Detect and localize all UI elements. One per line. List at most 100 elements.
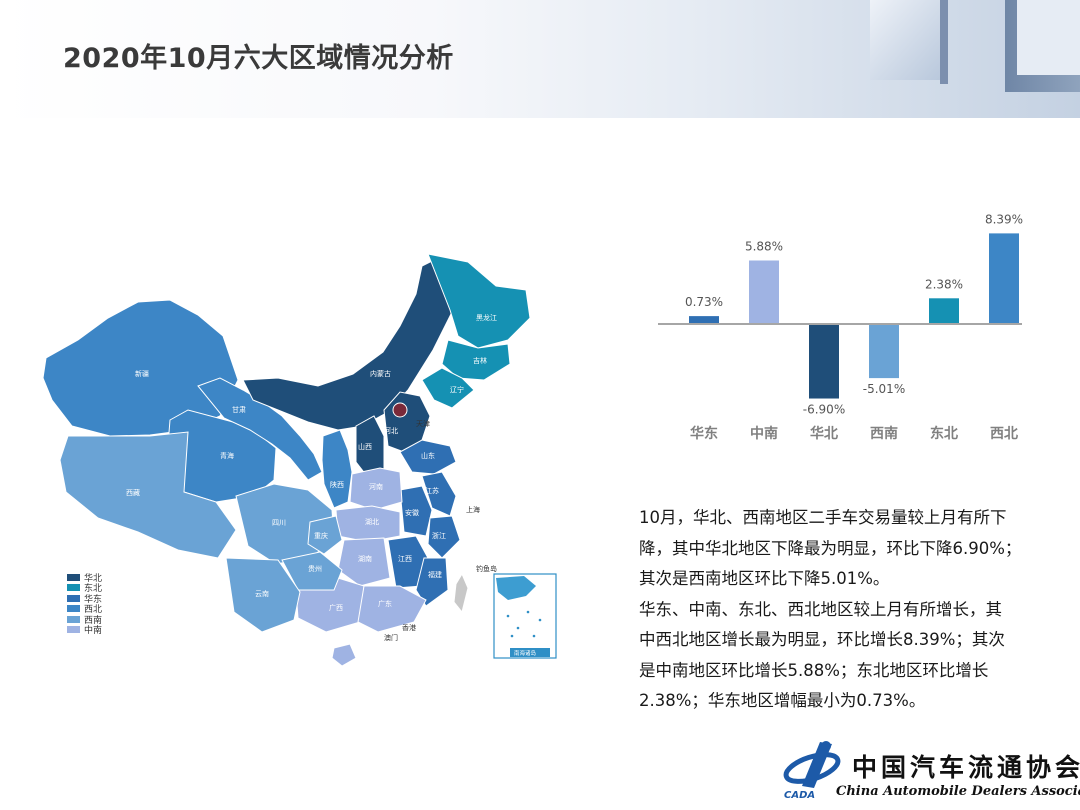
analysis-line: 2.38%；华东地区增幅最小为0.73%。 — [639, 691, 926, 710]
label-yunnan: 云南 — [255, 589, 269, 598]
region-heilongjiang — [427, 253, 531, 349]
category-label: 东北 — [930, 425, 958, 442]
label-gansu: 甘肃 — [232, 405, 246, 414]
category-label: 华东 — [690, 425, 718, 442]
region-jilin — [441, 339, 511, 381]
data-label: -6.90% — [803, 403, 845, 417]
header-banner: 2020年10月六大区域情况分析 — [0, 0, 1080, 118]
cada-logo: CADA 中国汽车流通协会 China Automobile Dealers A… — [780, 734, 1080, 810]
data-label: 0.73% — [685, 295, 723, 309]
bar-华北 — [809, 324, 839, 399]
data-label: 5.88% — [745, 239, 783, 253]
label-jilin: 吉林 — [473, 356, 487, 365]
region-hunan — [337, 537, 391, 587]
legend-label: 西南 — [84, 615, 103, 626]
label-jiangsu: 江苏 — [425, 486, 439, 495]
analysis-text: 10月，华北、西南地区二手车交易量较上月有所下 降，其中华北地区下降最为明显，环… — [639, 503, 1059, 717]
label-jiangxi: 江西 — [398, 555, 412, 563]
bar-东北 — [929, 298, 959, 324]
label-shanxi: 山西 — [358, 442, 372, 451]
map-legend: 华北 东北 华东 西北 西南 中南 — [67, 572, 103, 636]
region-hainan — [331, 643, 357, 667]
label-sichuan: 四川 — [272, 519, 286, 527]
logo-abbreviation: CADA — [784, 790, 816, 801]
region-jiangsu — [421, 471, 457, 517]
legend-swatch — [67, 626, 80, 634]
region-yunnan — [225, 557, 301, 633]
label-xinjiang: 新疆 — [135, 369, 149, 378]
legend-item: 东北 — [67, 583, 102, 594]
province-labels: 新疆 西藏 青海 甘肃 内蒙古 黑龙江 吉林 辽宁 河北 天津 山西 山东 陕西… — [126, 313, 537, 657]
label-hebei: 河北 — [384, 427, 398, 435]
label-anhui: 安徽 — [405, 508, 419, 517]
legend-item: 西南 — [67, 614, 103, 626]
logo-english-name: China Automobile Dealers Association — [836, 784, 1080, 799]
logo-chinese-name: 中国汽车流通协会 — [852, 753, 1080, 782]
label-aomen: 澳门 — [384, 633, 398, 642]
label-liaoning: 辽宁 — [450, 385, 464, 394]
cada-emblem-icon — [783, 741, 841, 788]
legend-swatch — [67, 615, 80, 623]
region-henan — [349, 467, 403, 511]
legend-item: 中南 — [67, 625, 102, 636]
region-shaanxi — [321, 429, 353, 509]
label-hubei: 湖北 — [365, 517, 379, 526]
label-nanhai: 南海诸岛 — [514, 649, 537, 657]
bar-华东 — [689, 316, 719, 324]
label-shandong: 山东 — [421, 451, 435, 460]
legend-label: 华北 — [84, 573, 103, 584]
map-regions — [42, 253, 557, 667]
analysis-line: 是中南地区环比增长5.88%；东北地区环比增长 — [639, 660, 989, 680]
region-gansu — [197, 377, 323, 481]
inset-islands — [506, 610, 542, 638]
china-region-map: 新疆 西藏 青海 甘肃 内蒙古 黑龙江 吉林 辽宁 河北 天津 山西 山东 陕西… — [38, 240, 598, 680]
category-label: 中南 — [750, 425, 778, 442]
legend-swatch — [67, 573, 80, 581]
inset-land — [496, 576, 536, 600]
bar-西北 — [989, 233, 1019, 324]
category-label: 西北 — [990, 426, 1018, 442]
legend-label: 华东 — [84, 594, 103, 605]
bar-中南 — [749, 260, 779, 324]
label-guizhou: 贵州 — [308, 564, 322, 573]
legend-swatch — [67, 605, 80, 613]
legend-label: 中南 — [84, 626, 103, 637]
label-shaanxi: 陕西 — [330, 480, 344, 489]
data-label: 8.39% — [985, 212, 1023, 226]
category-label: 华北 — [810, 425, 838, 442]
label-tianjin: 天津 — [416, 420, 430, 428]
label-qinghai: 青海 — [220, 451, 234, 460]
label-fujian: 福建 — [428, 570, 442, 579]
region-neimenggu — [242, 257, 463, 431]
page-title: 2020年10月六大区域情况分析 — [63, 43, 454, 74]
legend-item: 华东 — [67, 593, 103, 605]
legend-label: 西北 — [84, 605, 103, 616]
analysis-line: 华东、中南、东北、西北地区较上月有所增长，其 — [639, 599, 1002, 619]
region-liaoning — [421, 367, 475, 409]
label-shanghai: 上海 — [466, 505, 480, 514]
label-chongqing: 重庆 — [314, 531, 328, 540]
region-guangdong — [357, 585, 427, 633]
label-henan: 河南 — [369, 482, 383, 491]
label-zhejiang: 浙江 — [432, 531, 446, 540]
region-beijing — [392, 402, 408, 418]
region-chongqing — [307, 515, 343, 555]
legend-swatch — [67, 594, 80, 602]
label-neimenggu: 内蒙古 — [370, 369, 391, 378]
legend-label: 东北 — [84, 584, 103, 595]
label-heilongjiang: 黑龙江 — [476, 313, 497, 322]
data-label: -5.01% — [863, 382, 905, 396]
label-diaoyudao: 钓鱼岛 — [476, 564, 497, 573]
label-xianggang: 香港 — [402, 623, 416, 632]
region-growth-bar-chart: 0.73% 华东 5.88% 中南 -6.90% 华北 -5.01% 西南 2.38% 东北 8.3… — [640, 200, 1040, 460]
legend-item: 华北 — [67, 572, 103, 584]
legend-item: 西北 — [67, 604, 102, 615]
inset-caption-box — [510, 648, 550, 657]
data-label: 2.38% — [925, 277, 963, 291]
region-zhejiang — [427, 515, 461, 559]
label-xizang: 西藏 — [126, 488, 140, 497]
analysis-line: 其次是西南地区环比下降5.01%。 — [639, 569, 890, 588]
analysis-line: 中西北地区增长最为明显，环比增长8.39%；其次 — [639, 630, 1005, 649]
analysis-line: 降，其中华北地区下降最为明显，环比下降6.90%； — [639, 538, 1022, 558]
region-xizang — [59, 431, 237, 559]
